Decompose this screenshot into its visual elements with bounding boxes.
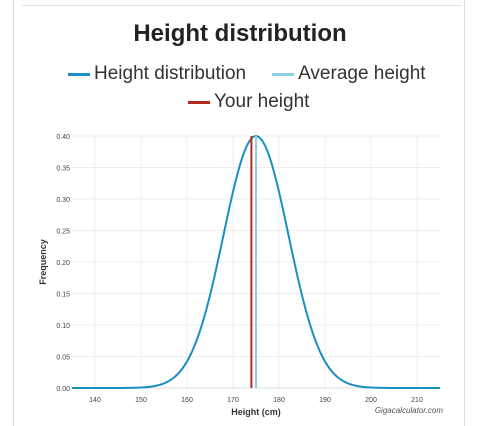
- chart-frame: [13, 0, 465, 426]
- chart-title: Height distribution: [133, 20, 347, 47]
- credit-text: Gigacalculator.com: [374, 406, 443, 415]
- y-tick-label: 0.10: [56, 323, 70, 330]
- y-tick-label: 0.40: [56, 134, 70, 141]
- y-axis-ticks: 0.00 0.05 0.10 0.15 0.20 0.25 0.30 0.35 0.40: [56, 134, 70, 393]
- x-tick-label: 140: [89, 397, 101, 404]
- x-tick-label: 170: [227, 397, 239, 404]
- legend-row-1: Height distribution Average height: [68, 63, 426, 85]
- legend-label-height-distribution: Height distribution: [94, 63, 247, 84]
- y-axis-label: Frequency: [38, 239, 48, 285]
- x-tick-label: 180: [273, 397, 285, 404]
- y-tick-label: 0.30: [56, 197, 70, 204]
- legend-row-2: Your height: [188, 91, 309, 113]
- y-tick-label: 0.00: [56, 386, 70, 393]
- legend-item-your-height[interactable]: Your height: [188, 91, 309, 113]
- y-tick-label: 0.05: [56, 355, 70, 362]
- legend-label-average-height: Average height: [298, 63, 426, 84]
- legend-swatch-your-height: [188, 100, 210, 104]
- legend-swatch-average-height: [272, 72, 295, 76]
- y-tick-label: 0.35: [56, 166, 70, 173]
- top-divider: [22, 5, 462, 6]
- legend-swatch-height-distribution: [68, 72, 90, 76]
- y-tick-label: 0.25: [56, 229, 70, 236]
- legend-label-your-height: Your height: [214, 91, 310, 112]
- x-tick-label: 150: [135, 397, 147, 404]
- x-axis-label: Height (cm): [231, 407, 281, 417]
- plot-area: [72, 134, 440, 389]
- y-tick-label: 0.15: [56, 292, 70, 299]
- legend-item-average-height[interactable]: Average height: [272, 63, 426, 85]
- y-tick-label: 0.20: [56, 260, 70, 267]
- x-axis-ticks: 140 150 160 170 180 190 200 210: [89, 397, 423, 404]
- legend-item-height-distribution[interactable]: Height distribution: [68, 63, 246, 85]
- x-tick-label: 210: [411, 397, 423, 404]
- x-tick-label: 200: [365, 397, 377, 404]
- x-tick-label: 160: [181, 397, 193, 404]
- x-tick-label: 190: [319, 397, 331, 404]
